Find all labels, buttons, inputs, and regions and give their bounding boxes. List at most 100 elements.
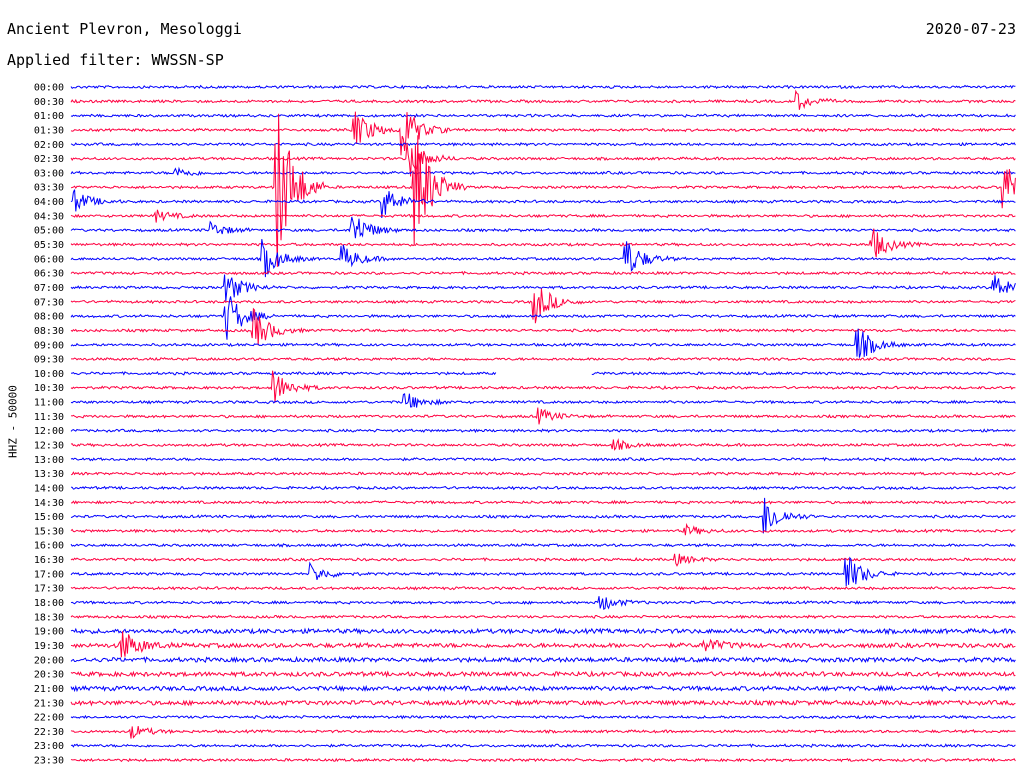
tick-label: 02:30	[34, 154, 64, 165]
tick-label: 00:30	[34, 97, 64, 108]
trace-line	[70, 743, 1016, 748]
tick-label: 00:00	[34, 83, 64, 94]
tick-label: 10:30	[34, 383, 64, 394]
tick-label: 11:30	[34, 412, 64, 423]
tick-label: 15:00	[34, 512, 64, 523]
tick-label: 19:30	[34, 641, 64, 652]
trace-line	[70, 239, 1016, 278]
trace-line	[70, 428, 1016, 434]
tick-label: 01:30	[34, 125, 64, 136]
trace-line	[70, 189, 1016, 219]
tick-label: 13:30	[34, 469, 64, 480]
trace-line	[70, 655, 1016, 664]
trace-line	[70, 497, 1016, 534]
trace-line	[70, 307, 1016, 346]
tick-label: 07:30	[34, 297, 64, 308]
tick-label: 20:30	[34, 670, 64, 681]
tick-label: 14:30	[34, 498, 64, 509]
tick-label: 05:30	[34, 240, 64, 251]
tick-label: 21:30	[34, 698, 64, 709]
tick-label: 17:00	[34, 569, 64, 580]
tick-label: 16:30	[34, 555, 64, 566]
tick-label: 23:00	[34, 741, 64, 752]
trace-line	[70, 89, 1016, 110]
trace-line	[70, 456, 1016, 462]
trace-line	[70, 556, 1016, 587]
tick-label: 18:30	[34, 612, 64, 623]
tick-label: 06:00	[34, 254, 64, 265]
trace-line	[70, 714, 1016, 720]
tick-label: 10:00	[34, 369, 64, 380]
trace-line	[70, 270, 1016, 276]
tick-label: 15:30	[34, 526, 64, 537]
tick-label: 06:30	[34, 269, 64, 280]
tick-label: 07:00	[34, 283, 64, 294]
tick-label: 22:30	[34, 727, 64, 738]
trace-line	[70, 485, 1016, 491]
trace-line	[70, 471, 1016, 476]
trace-line	[70, 542, 1016, 548]
trace-line	[70, 216, 1016, 239]
tick-label: 08:30	[34, 326, 64, 337]
trace-line	[70, 670, 1016, 678]
trace-line	[70, 274, 1016, 302]
tick-label: 12:30	[34, 441, 64, 452]
tick-label: 01:00	[34, 111, 64, 122]
station-title: Ancient Plevron, Mesologgi	[7, 20, 242, 38]
tick-label: 12:00	[34, 426, 64, 437]
trace-line	[70, 726, 1016, 739]
tick-label: 03:00	[34, 168, 64, 179]
trace-line	[70, 631, 1016, 658]
trace-line	[70, 627, 1016, 636]
trace-line	[70, 166, 1016, 176]
trace-line	[70, 228, 1016, 258]
tick-label: 03:30	[34, 183, 64, 194]
tick-label: 18:00	[34, 598, 64, 609]
tick-label: 17:30	[34, 584, 64, 595]
trace-line	[70, 84, 1016, 90]
trace-line	[70, 757, 1016, 763]
tick-label: 04:30	[34, 211, 64, 222]
trace-line	[70, 142, 1016, 177]
tick-label: 14:00	[34, 483, 64, 494]
trace-line	[71, 499, 1016, 505]
tick-label: 08:00	[34, 312, 64, 323]
trace-line	[70, 407, 1016, 425]
trace-line	[70, 698, 1016, 707]
tick-label: 04:00	[34, 197, 64, 208]
tick-label: 21:00	[34, 684, 64, 695]
tick-label: 13:00	[34, 455, 64, 466]
tick-label: 02:00	[34, 140, 64, 151]
filter-subtitle: Applied filter: WWSSN-SP	[7, 51, 224, 69]
trace-line	[70, 113, 1016, 267]
trace-line	[70, 370, 1016, 403]
trace-line	[70, 614, 1016, 620]
trace-line	[70, 370, 1016, 376]
trace-line	[70, 438, 1016, 451]
trace-line	[70, 586, 1016, 591]
tick-label: 19:00	[34, 627, 64, 638]
trace-line	[70, 596, 1016, 611]
trace-line	[70, 522, 1016, 536]
tick-label: 09:00	[34, 340, 64, 351]
trace-line	[70, 141, 1016, 147]
trace-line	[70, 288, 1016, 324]
trace-line	[70, 111, 1016, 156]
trace-line	[70, 296, 1016, 340]
trace-line	[70, 553, 1016, 567]
trace-line	[71, 356, 1016, 362]
tick-label: 20:00	[34, 655, 64, 666]
tick-label: 22:00	[34, 713, 64, 724]
tick-label: 09:30	[34, 355, 64, 366]
trace-line	[70, 209, 1016, 223]
tick-label: 11:00	[34, 398, 64, 409]
trace-line	[70, 393, 1016, 408]
tick-label: 16:00	[34, 541, 64, 552]
trace-line	[70, 328, 1016, 358]
tick-label: 23:30	[34, 756, 64, 767]
trace-line	[70, 684, 1016, 693]
trace-line	[70, 113, 1016, 118]
date-label: 2020-07-23	[925, 20, 1016, 38]
tick-label: 05:00	[34, 226, 64, 237]
